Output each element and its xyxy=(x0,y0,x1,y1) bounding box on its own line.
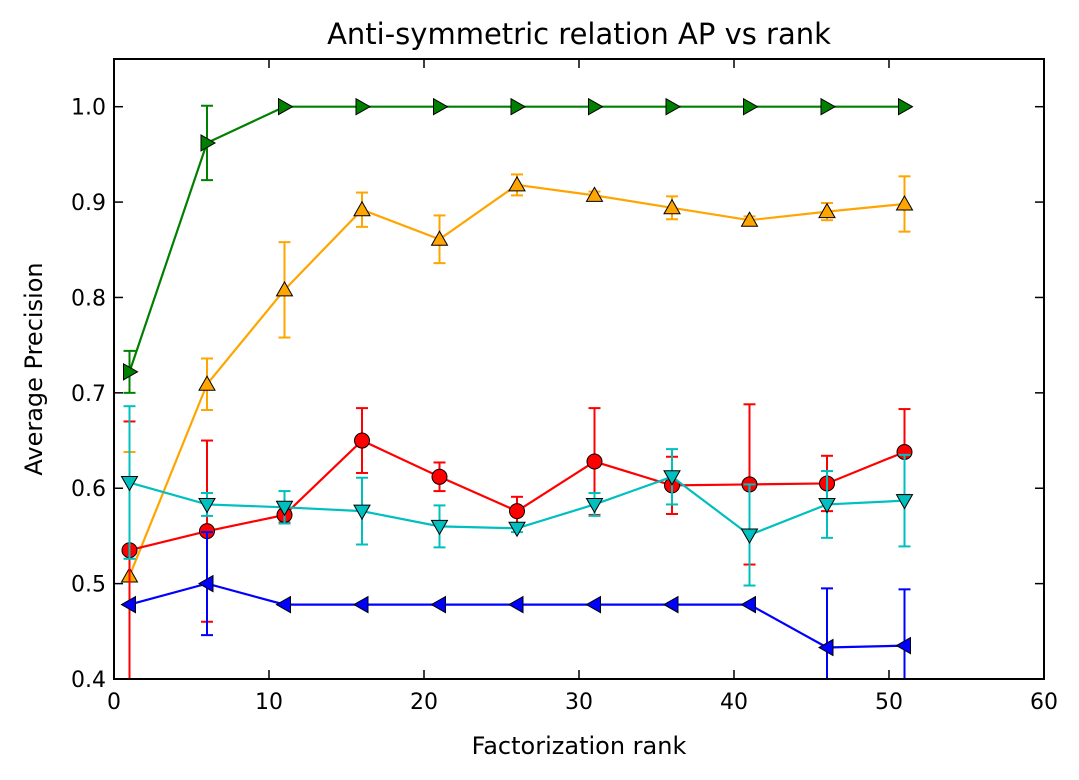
data-point xyxy=(743,97,759,116)
x-tick-label: 40 xyxy=(720,690,748,715)
data-point xyxy=(123,363,139,381)
axis-ticks: 0 10 20 30 40 50 60 0.4 0.5 0.6 0.7 0.8 0.9 1.0 xyxy=(71,59,1058,715)
data-point xyxy=(665,97,682,116)
data-point xyxy=(430,230,449,246)
data-point xyxy=(198,375,216,391)
data-point xyxy=(278,97,294,116)
data-point xyxy=(898,97,914,116)
y-axis-label: Average Precision xyxy=(20,262,48,475)
data-point xyxy=(740,528,759,544)
y-tick-label: 0.6 xyxy=(71,477,106,502)
data-point xyxy=(275,500,294,517)
data-point xyxy=(507,595,524,614)
data-point xyxy=(431,468,448,485)
series-3 xyxy=(120,405,914,587)
series-line xyxy=(129,582,905,649)
x-tick-label: 30 xyxy=(565,690,593,715)
data-point xyxy=(818,497,836,514)
y-tick-label: 0.7 xyxy=(71,382,106,407)
x-axis-label: Factorization rank xyxy=(472,732,687,760)
data-point xyxy=(895,636,911,655)
data-point xyxy=(740,211,759,227)
data-point xyxy=(895,494,914,510)
data-point xyxy=(275,595,291,614)
data-point xyxy=(509,503,525,520)
series-line xyxy=(128,105,905,373)
data-point xyxy=(510,97,527,116)
y-tick-label: 0.5 xyxy=(71,573,106,598)
y-tick-label: 0.8 xyxy=(71,286,106,311)
data-point xyxy=(120,476,139,492)
data-point xyxy=(433,97,449,116)
data-point xyxy=(586,453,603,470)
series-2 xyxy=(121,403,913,680)
series-4 xyxy=(120,531,911,679)
x-tick-label: 60 xyxy=(1030,690,1058,715)
chart-title: Anti-symmetric relation AP vs rank xyxy=(327,17,831,51)
data-point xyxy=(200,134,217,152)
data-point xyxy=(354,432,370,449)
y-tick-label: 0.4 xyxy=(71,668,106,693)
y-tick-label: 0.9 xyxy=(71,191,106,216)
data-point xyxy=(588,97,604,116)
data-point xyxy=(662,595,679,614)
plot-area xyxy=(120,97,914,680)
y-tick-label: 1.0 xyxy=(71,96,106,121)
data-point xyxy=(353,200,371,217)
data-point xyxy=(198,497,216,514)
data-point xyxy=(430,595,446,614)
data-point xyxy=(818,202,836,219)
data-point xyxy=(895,194,914,211)
x-tick-label: 0 xyxy=(107,690,121,715)
data-point xyxy=(820,97,837,116)
x-tick-label: 20 xyxy=(410,690,438,715)
data-point xyxy=(352,595,369,614)
data-point xyxy=(663,470,681,486)
data-point xyxy=(740,595,756,614)
x-tick-label: 50 xyxy=(875,690,903,715)
data-point xyxy=(663,198,681,215)
data-point xyxy=(430,519,449,536)
data-point xyxy=(120,595,136,614)
data-point xyxy=(275,280,294,297)
data-point xyxy=(508,175,526,192)
data-point xyxy=(353,504,371,521)
series-0 xyxy=(123,97,914,394)
data-point xyxy=(585,186,604,202)
data-point xyxy=(508,521,526,538)
data-point xyxy=(355,97,372,116)
data-point xyxy=(585,595,601,614)
data-point xyxy=(197,574,214,593)
data-point xyxy=(585,497,604,514)
plot-frame xyxy=(113,58,1045,680)
x-tick-label: 10 xyxy=(255,690,283,715)
data-point xyxy=(817,638,834,657)
